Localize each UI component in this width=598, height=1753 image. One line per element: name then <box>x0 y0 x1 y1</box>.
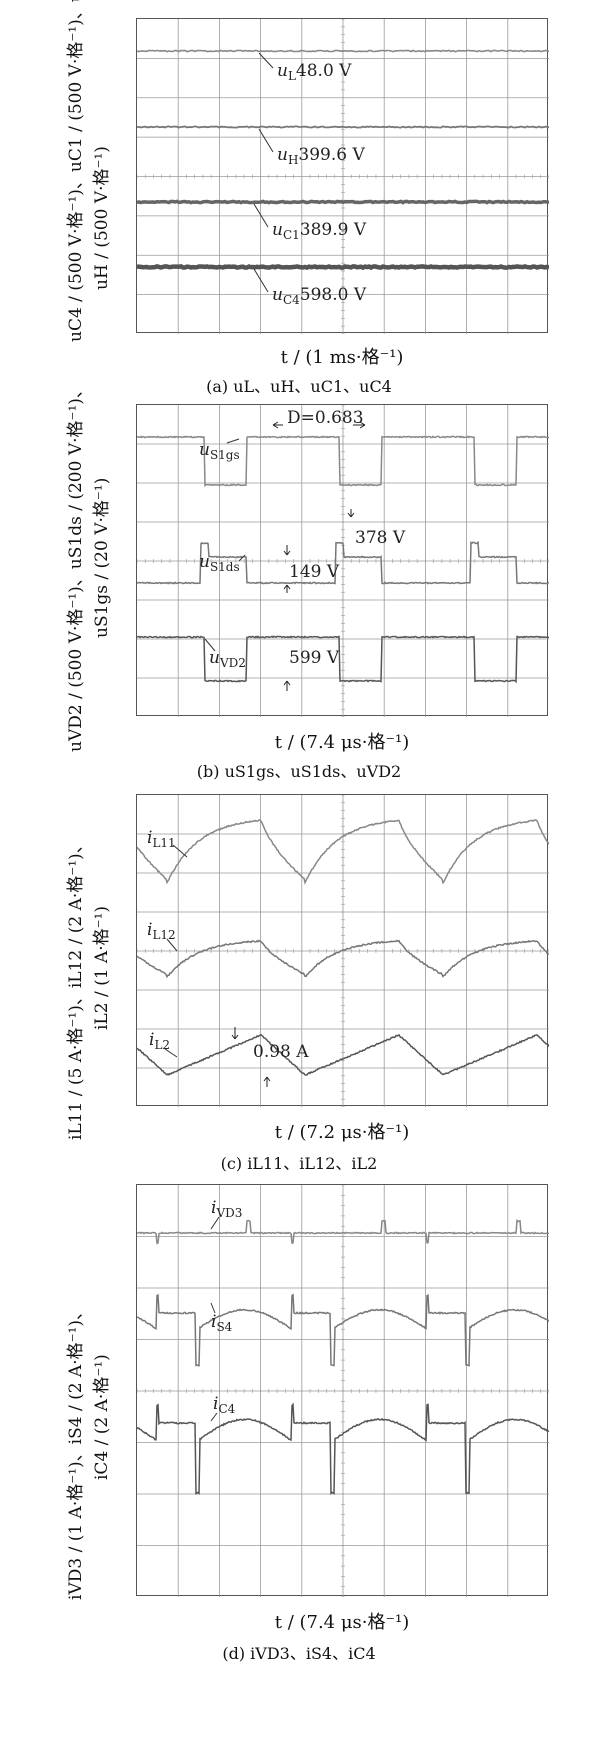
label-uH: uH399.6 V <box>277 145 365 167</box>
annot-378: 378 V <box>355 528 406 548</box>
label-uVD2: uVD2 <box>209 648 246 670</box>
label-iL12: iL12 <box>147 920 176 942</box>
ylabel-b-line1: uVD2 / (500 V·格⁻¹)、uS1ds / (200 V·格⁻¹)、 <box>66 381 86 752</box>
arrow-149-top <box>284 545 290 555</box>
arrow-599 <box>284 681 290 691</box>
label-uC4: uC4598.0 V <box>272 285 367 307</box>
leader-uS1gs <box>227 439 239 443</box>
scope-a: uL48.0 V uH399.6 V uC1389.9 V uC4598.0 V <box>136 18 548 333</box>
caption-d: (d) iVD3、iS4、iC4 <box>0 1640 598 1664</box>
annot-149: 149 V <box>289 562 340 582</box>
xlabel-a: t / (1 ms·格⁻¹) <box>136 343 548 369</box>
annot-duty: D=0.683 <box>287 408 364 428</box>
plot-a: uL48.0 V uH399.6 V uC1389.9 V uC4598.0 V <box>137 19 549 334</box>
trace-uC1 <box>137 201 549 202</box>
arrow-duty-left <box>273 422 283 428</box>
trace-uH <box>137 126 549 127</box>
leader-iL2 <box>165 1049 177 1057</box>
annot-ripple: 0.98 A <box>253 1042 309 1062</box>
ylabel-b-line2: uS1gs / (20 V·格⁻¹) <box>92 478 112 638</box>
arrow-ripple-bottom <box>264 1077 270 1087</box>
plot-c-grid <box>137 795 549 1107</box>
plot-b: uS1gsuS1dsuVD2D=0.683378 V149 V599 V <box>137 405 549 717</box>
caption-a: (a) uL、uH、uC1、uC4 <box>0 373 598 397</box>
scope-c: iL11 iL12 iL2 0.98 A <box>136 794 548 1106</box>
plot-c: iL11 iL12 iL2 0.98 A <box>137 795 549 1107</box>
annot-599: 599 V <box>289 648 340 668</box>
panel-a: uL48.0 V uH399.6 V uC1389.9 V uC4598.0 V uC… <box>0 0 598 400</box>
panel-c: iL11 iL12 iL2 0.98 A iL11 / (5 A·格⁻¹)、iL12 … <box>0 790 598 1180</box>
leader-iL11 <box>173 845 187 857</box>
trace-uL <box>137 50 549 51</box>
xlabel-d: t / (7.4 μs·格⁻¹) <box>136 1608 548 1634</box>
scope-b: uS1gs uS1ds uVD2 D=0.683 378 V 149 V 599 V <box>136 404 548 716</box>
leader-uL <box>259 53 273 68</box>
ylabel-c-line2: iL2 / (1 A·格⁻¹) <box>92 906 112 1030</box>
arrow-149-bottom <box>284 585 290 593</box>
trace-uC4 <box>137 266 549 267</box>
ylabel-a-line1: uC4 / (500 V·格⁻¹)、uC1 / (500 V·格⁻¹)、uL /… <box>66 0 86 342</box>
caption-b: (b) uS1gs、uS1ds、uVD2 <box>0 758 598 782</box>
ylabel-c-line1: iL11 / (5 A·格⁻¹)、iL12 / (2 A·格⁻¹)、 <box>66 836 86 1140</box>
leader-iC4 <box>211 1413 217 1421</box>
caption-c: (c) iL11、iL12、iL2 <box>0 1150 598 1174</box>
label-iVD3: iVD3 <box>211 1198 242 1220</box>
plot-d-grid <box>137 1185 549 1597</box>
scope-d: iVD3 iS4 iC4 <box>136 1184 548 1596</box>
ylabel-d-line2: iC4 / (2 A·格⁻¹) <box>92 1354 112 1480</box>
panel-b: uS1gs uS1ds uVD2 D=0.683 378 V 149 V 599 V uVD… <box>0 400 598 790</box>
label-iL11: iL11 <box>147 828 176 850</box>
label-iC4: iC4 <box>213 1394 236 1416</box>
arrow-378 <box>348 509 354 517</box>
ylabel-a-line2: uH / (500 V·格⁻¹) <box>92 146 112 290</box>
label-uC1: uC1389.9 V <box>272 220 367 242</box>
ylabel-d-line1: iVD3 / (1 A·格⁻¹)、iS4 / (2 A·格⁻¹)、 <box>66 1303 86 1600</box>
leader-iVD3 <box>211 1217 219 1229</box>
panel-d: iVD3 iS4 iC4 iVD3 / (1 A·格⁻¹)、iS4 / (2 A·格… <box>0 1180 598 1753</box>
label-iL2: iL2 <box>149 1030 170 1052</box>
plot-d: iVD3iS4iC4 <box>137 1185 549 1597</box>
label-uL: uL48.0 V <box>277 61 352 83</box>
leader-uH <box>259 129 273 152</box>
xlabel-b: t / (7.4 μs·格⁻¹) <box>136 728 548 754</box>
xlabel-c: t / (7.2 μs·格⁻¹) <box>136 1118 548 1144</box>
